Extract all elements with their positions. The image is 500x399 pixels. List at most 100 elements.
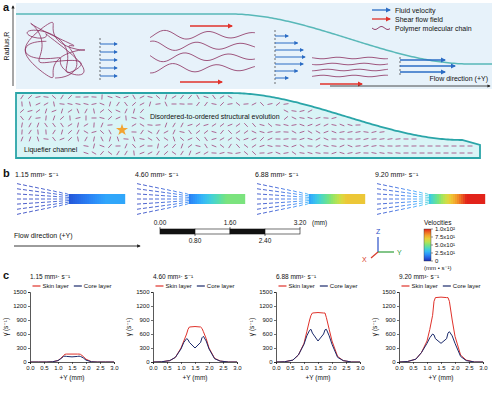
- velocity-vector: [47, 195, 51, 196]
- velocity-vector: [137, 203, 141, 204]
- chain-segment: [21, 123, 23, 128]
- velocity-vector: [185, 203, 189, 204]
- velocity-vector: [383, 199, 387, 200]
- tick: 2.5: [219, 362, 228, 371]
- chain-segment: [164, 145, 168, 148]
- colorbar-label: 1.0x10²: [435, 226, 455, 232]
- chain-segment: [388, 152, 393, 153]
- legend-swatch: [372, 9, 390, 10]
- velocity-vector: [383, 212, 387, 214]
- velocity-vector: [185, 195, 189, 197]
- tick: 1.5: [191, 362, 200, 371]
- chain-segments: [20, 95, 472, 156]
- velocity-vector: [395, 209, 399, 211]
- colorbar-ramp: [424, 229, 431, 261]
- chain-segment: [348, 152, 353, 154]
- velocity-vector: [137, 208, 141, 210]
- velocity-vector: [263, 207, 267, 209]
- scale-segment: [265, 229, 300, 234]
- evolution-label: Disordered-to-ordered structural evoluti…: [150, 113, 280, 120]
- tick-label: 0.0: [149, 365, 158, 371]
- chain-segment: [188, 144, 192, 147]
- legend-label: Core layer: [453, 283, 481, 289]
- chain-segment: [460, 146, 465, 147]
- velocity-vector: [401, 191, 405, 193]
- chain-segment: [356, 124, 361, 125]
- velocity-vector: [407, 199, 411, 200]
- chain-segment: [156, 124, 161, 125]
- chain-segment: [212, 145, 217, 147]
- jet-strip: [337, 194, 339, 204]
- chain-segment: [125, 151, 128, 155]
- chain-segment: [212, 131, 217, 132]
- velocity-vector: [23, 194, 27, 195]
- chain-segment: [204, 124, 209, 125]
- velocity-vector: [173, 201, 177, 202]
- chain-segment: [412, 145, 417, 146]
- chain-segment: [260, 124, 265, 125]
- velocity-vector: [305, 197, 309, 198]
- tick: 0: [392, 359, 399, 365]
- tick: 900: [262, 317, 276, 323]
- velocity-vector: [143, 189, 147, 191]
- tick-label: 1.5: [437, 365, 446, 371]
- chain-segment: [60, 116, 64, 119]
- chain-segment: [276, 124, 281, 126]
- chain-segment: [220, 138, 224, 141]
- velocity-vector: [53, 203, 57, 205]
- velocity-vector: [281, 188, 285, 189]
- jet-strip: [109, 194, 111, 204]
- tick-mark: [28, 292, 30, 293]
- chain-segment: [28, 95, 32, 98]
- velocity-vector: [47, 204, 51, 206]
- chain-segment: [205, 102, 208, 106]
- field-label: 6.88 mm³· s⁻¹: [255, 171, 299, 178]
- chain-segment: [84, 103, 89, 104]
- scale-bar: 0.000.801.602.403.20(mm): [154, 219, 328, 244]
- polymer-chain: [150, 41, 255, 50]
- series-lines: [30, 354, 114, 362]
- tick: 3.0: [356, 362, 365, 371]
- chain-segment: [276, 145, 281, 146]
- tick-mark: [413, 362, 414, 364]
- legend-swatch: [443, 285, 451, 286]
- velocity-vector: [305, 203, 309, 204]
- panel-b: 1.15 mm³· s⁻¹4.60 mm³· s⁻¹6.88 mm³· s⁻¹9…: [14, 171, 485, 271]
- velocity-vector: [149, 199, 153, 200]
- velocity-vector: [275, 206, 279, 208]
- tick-label: 1200: [13, 303, 27, 309]
- velocity-vector: [263, 199, 267, 200]
- chain-segment: [45, 130, 46, 135]
- tick-mark: [86, 362, 87, 364]
- velocity-vector: [413, 199, 417, 200]
- panel-a: Radius,RFlow direction (+Y)Fluid velocit…: [3, 3, 492, 158]
- chain-segment: [268, 145, 273, 146]
- chain-segment: [236, 144, 239, 148]
- chain-segment: [212, 124, 216, 127]
- jet-strip: [117, 194, 119, 204]
- velocity-vector: [161, 202, 165, 203]
- axis-line: [151, 293, 154, 363]
- velocity-vector: [17, 208, 21, 210]
- velocity-vector: [281, 205, 285, 207]
- chain-segment: [252, 131, 257, 133]
- velocity-vector: [299, 205, 303, 206]
- chain-segment: [300, 152, 305, 154]
- velocity-vector: [305, 201, 309, 203]
- velocity-vector: [53, 193, 57, 195]
- tick-label: 0.5: [40, 365, 49, 371]
- chain-segment: [188, 95, 191, 99]
- chain-segment: [348, 124, 353, 125]
- chain-segment: [21, 137, 23, 142]
- jet-strip: [313, 194, 315, 204]
- tick-mark: [28, 320, 30, 321]
- velocity-vector: [59, 194, 63, 196]
- chain-segment: [61, 130, 62, 135]
- chain-segment: [292, 131, 296, 133]
- velocity-vector: [377, 199, 381, 200]
- tick-label: 0.0: [272, 365, 281, 371]
- chain-segment: [196, 152, 201, 154]
- velocity-vector: [167, 207, 171, 208]
- jet-strip: [85, 194, 87, 204]
- chain-segment: [37, 123, 39, 128]
